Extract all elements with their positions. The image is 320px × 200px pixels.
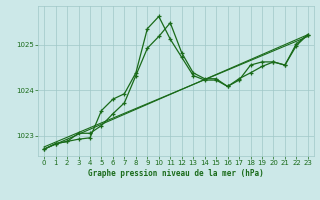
X-axis label: Graphe pression niveau de la mer (hPa): Graphe pression niveau de la mer (hPa) xyxy=(88,169,264,178)
